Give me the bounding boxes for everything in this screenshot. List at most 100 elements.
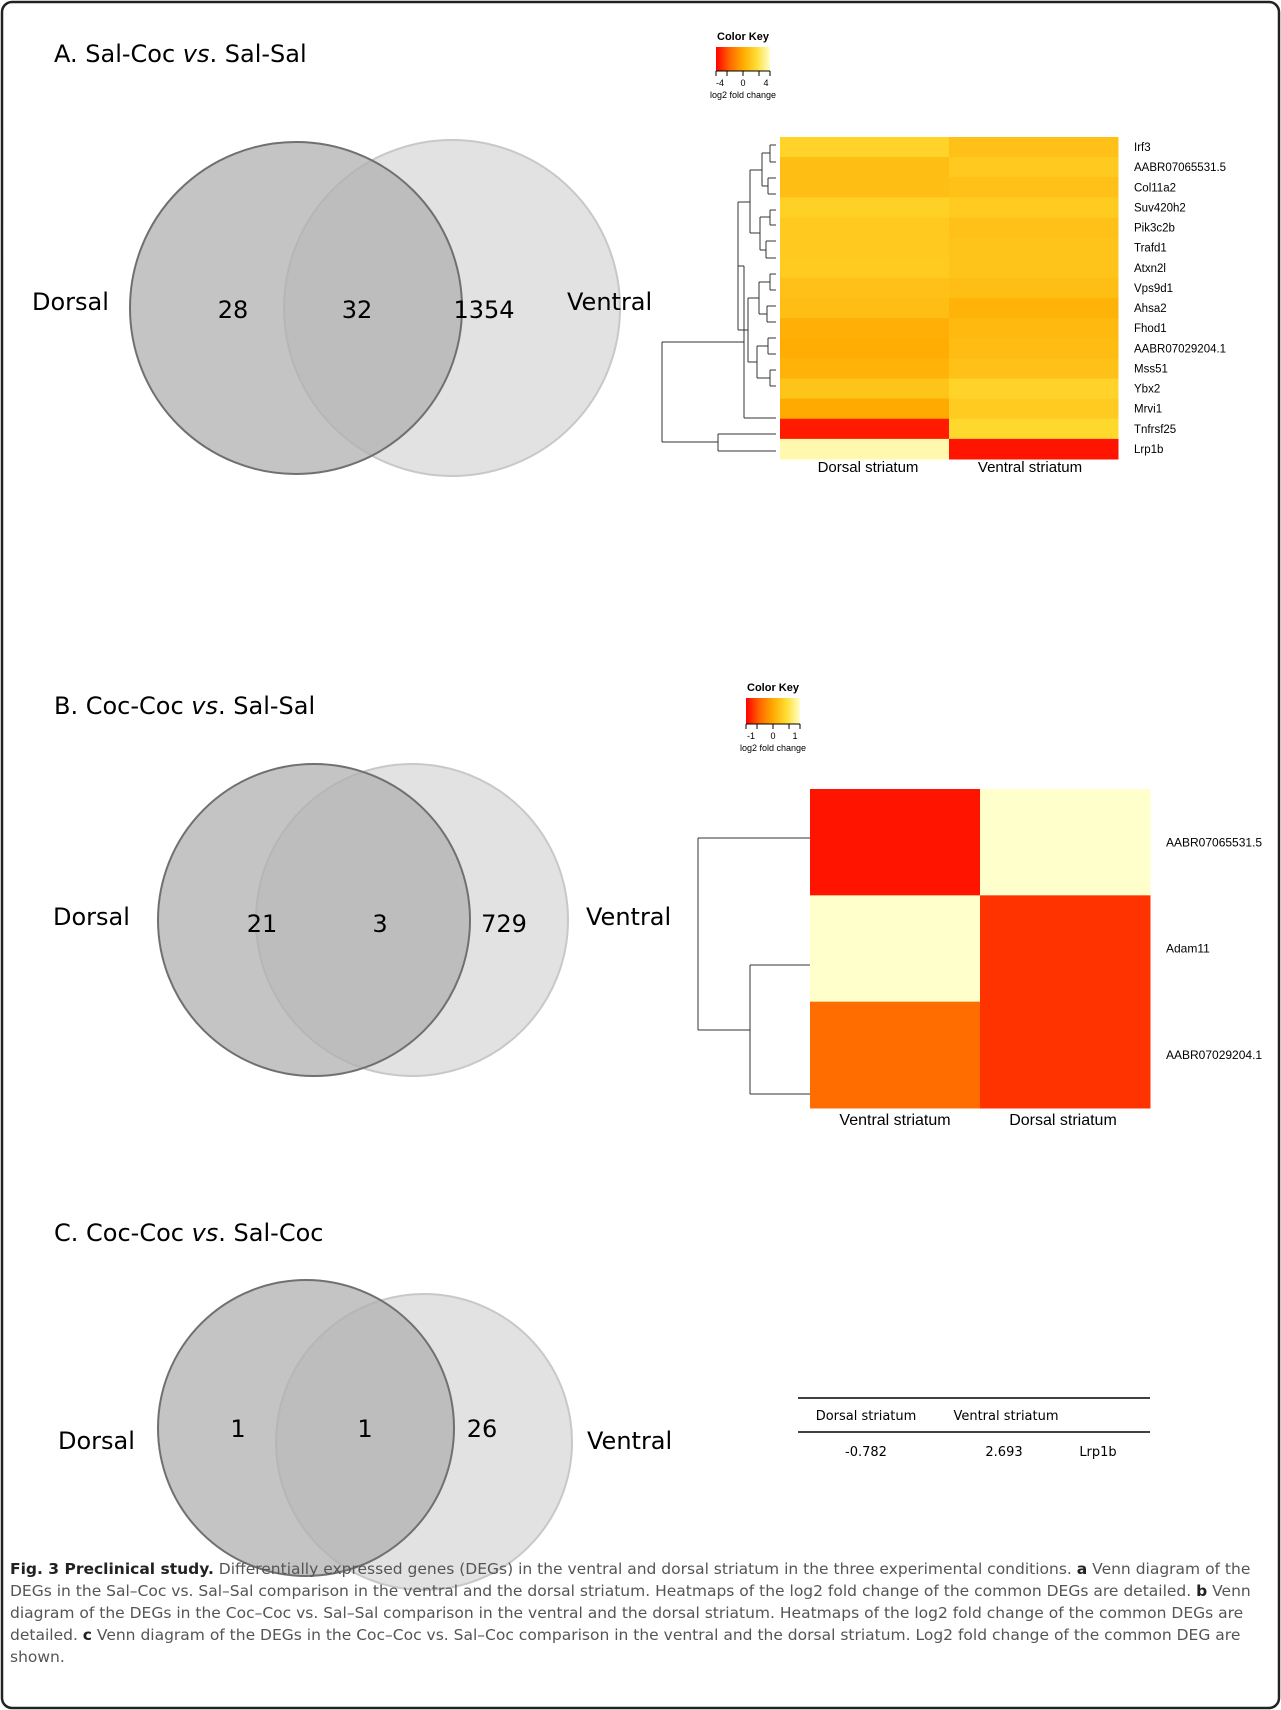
heatmap-cell (980, 1001, 1151, 1109)
table-header-cell: Dorsal striatum (816, 1409, 917, 1424)
panel-c-title: C. Coc-Coc vs. Sal-Coc (54, 1219, 323, 1247)
heatmap-row-label: Irf3 (1134, 142, 1151, 154)
heatmap-row-label: Mrvi1 (1134, 404, 1162, 416)
heatmap-row-label: Fhod1 (1134, 323, 1167, 335)
color-key-label: log2 fold change (740, 743, 806, 753)
heatmap-cell (949, 177, 1119, 198)
caption-text-b: Venn diagram of the DEGs in the Coc–Coc … (10, 1582, 1251, 1644)
table-cell: 2.693 (985, 1445, 1022, 1460)
caption-text-a: Venn diagram of the DEGs in the Sal–Coc … (10, 1560, 1251, 1600)
heatmap-cell (780, 217, 950, 239)
heatmap-cell (949, 398, 1119, 420)
heatmap-cell (949, 298, 1119, 319)
heatmap-cell (780, 277, 950, 299)
heatmap-cell (780, 257, 950, 279)
table-cell: Lrp1b (1079, 1445, 1116, 1460)
venn-label-ventral: Ventral (587, 1427, 672, 1455)
heatmap-cell (949, 237, 1119, 259)
venn-diagram-b: Dorsal Ventral 21 3 729 (53, 763, 671, 1077)
venn-count-dorsal-only: 21 (247, 910, 278, 938)
heatmap-cell (949, 257, 1119, 279)
venn-diagram-c: Dorsal Ventral 1 1 26 (58, 1279, 672, 1591)
heatmap-cell (780, 298, 950, 319)
heatmap-row-label: Vps9d1 (1134, 283, 1173, 295)
color-key-label: log2 fold change (710, 90, 776, 100)
heatmap-row-label: Pik3c2b (1134, 223, 1175, 235)
color-key-a: Color Key -4 0 4 log2 fold change (710, 31, 776, 100)
heatmap-a: Irf3 AABR07065531.5 Col11a2 Suv420h2 Pik3c2b… (661, 137, 1226, 476)
venn-count-dorsal-only: 28 (218, 296, 249, 324)
heatmap-row-label: Atxn2l (1134, 263, 1166, 275)
heatmap-row-label: Suv420h2 (1134, 202, 1186, 214)
color-key-title: Color Key (717, 31, 770, 43)
color-key-tick: -4 (716, 78, 724, 88)
heatmap-row-label: Col11a2 (1134, 182, 1176, 194)
venn-label-dorsal: Dorsal (53, 903, 130, 931)
heatmap-row-label: AABR07065531.5 (1166, 835, 1262, 849)
heatmap-cell (780, 237, 950, 259)
dendrogram-b (697, 837, 810, 1095)
heatmap-row-label: Ahsa2 (1134, 303, 1167, 315)
venn-count-overlap: 3 (372, 910, 387, 938)
venn-circle-dorsal (157, 1279, 455, 1577)
heatmap-cell (780, 398, 950, 420)
venn-count-overlap: 32 (342, 296, 373, 324)
dendrogram-a (661, 144, 776, 452)
caption-letter-c: c (82, 1626, 92, 1644)
color-key-bar (746, 698, 800, 724)
venn-count-ventral-only: 1354 (453, 296, 514, 324)
heatmap-cell (780, 358, 950, 379)
color-key-b: Color Key -1 0 1 log2 fold change (740, 682, 806, 753)
caption-text-c: Venn diagram of the DEGs in the Coc–Coc … (10, 1626, 1241, 1666)
heatmap-cell (980, 789, 1151, 896)
heatmap-cell (780, 338, 950, 359)
color-key-tick: -1 (747, 731, 755, 741)
caption-label: Fig. 3 Preclinical study. (10, 1560, 214, 1578)
color-key-tick: 0 (770, 731, 775, 741)
color-key-bar (716, 47, 770, 71)
heatmap-cell (780, 177, 950, 198)
caption-letter-b: b (1196, 1582, 1208, 1600)
panel-b-title: B. Coc-Coc vs. Sal-Sal (54, 692, 315, 720)
color-key-tick: 4 (763, 78, 768, 88)
heatmap-row-label: AABR07029204.1 (1166, 1048, 1262, 1062)
venn-diagram-a: Dorsal Ventral 28 32 1354 (32, 139, 652, 477)
heatmap-row-label: Mss51 (1134, 363, 1168, 375)
heatmap-cell (949, 358, 1119, 379)
heatmap-cell (949, 157, 1119, 178)
color-key-tick: 0 (740, 78, 745, 88)
heatmap-cell (780, 157, 950, 178)
venn-count-dorsal-only: 1 (230, 1415, 245, 1443)
venn-label-dorsal: Dorsal (32, 288, 109, 316)
color-key-tick: 1 (792, 731, 797, 741)
table-cell: -0.782 (845, 1445, 887, 1460)
heatmap-cell (949, 438, 1119, 460)
color-key-title: Color Key (747, 682, 800, 694)
panel-a-title: A. Sal-Coc vs. Sal-Sal (54, 40, 307, 68)
table-header-cell: Ventral striatum (953, 1409, 1058, 1424)
venn-count-ventral-only: 26 (467, 1415, 498, 1443)
venn-count-overlap: 1 (357, 1415, 372, 1443)
heatmap-column-label: Dorsal striatum (818, 459, 919, 476)
figure-caption: Fig. 3 Preclinical study. Differentially… (10, 1558, 1272, 1668)
heatmap-column-label: Ventral striatum (839, 1112, 950, 1129)
heatmap-row-label: AABR07065531.5 (1134, 162, 1226, 174)
heatmap-cell (980, 895, 1151, 1003)
heatmap-cell (810, 789, 981, 896)
heatmap-cell (949, 197, 1119, 218)
heatmap-row-label: Lrp1b (1134, 444, 1163, 456)
heatmap-cell (949, 418, 1119, 440)
heatmap-cell (949, 318, 1119, 339)
venn-label-dorsal: Dorsal (58, 1427, 135, 1455)
caption-letter-a: a (1076, 1560, 1088, 1578)
heatmap-row-label: Ybx2 (1134, 384, 1160, 396)
heatmap-cell (949, 378, 1119, 400)
heatmap-row-label: Adam11 (1166, 942, 1210, 956)
venn-circle-dorsal (129, 141, 463, 475)
heatmap-row-label: Trafd1 (1134, 243, 1167, 255)
heatmap-cell (780, 137, 950, 158)
heatmap-cell (949, 277, 1119, 299)
heatmap-column-label: Dorsal striatum (1009, 1112, 1117, 1129)
